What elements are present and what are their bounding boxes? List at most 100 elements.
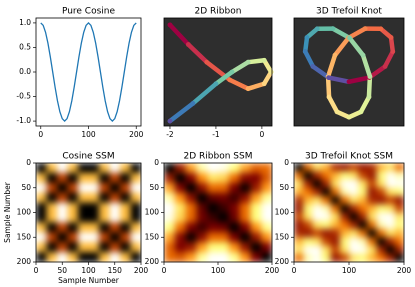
heatmap-cell (228, 242, 241, 253)
curve-segment (325, 74, 332, 100)
heatmap-cell (174, 202, 187, 213)
heatmap-cell (385, 179, 396, 189)
heatmap-cell (185, 192, 197, 204)
heatmap-cell (36, 222, 47, 233)
heatmap-cell (67, 182, 79, 194)
curve-point (185, 42, 191, 47)
heatmap-cell (78, 212, 89, 223)
heatmap-cell (321, 237, 332, 246)
heatmap-cell (330, 163, 341, 172)
heatmap-cell (109, 192, 121, 204)
curve-segment (167, 101, 196, 124)
y-tick-label: 200 (17, 257, 32, 266)
heatmap-cell (239, 163, 251, 174)
x-tick-label: 100 (81, 130, 96, 139)
heatmap-cell (385, 171, 396, 180)
heatmap-cell (312, 196, 322, 205)
heatmap-cell (67, 192, 79, 204)
heatmap-cell (250, 222, 262, 233)
heatmap-cell (207, 192, 219, 204)
heatmap-cell (349, 229, 359, 238)
y-tick-label: 50 (21, 183, 31, 192)
curve-segment (190, 81, 219, 106)
curve-point (346, 79, 352, 85)
curve-point (367, 74, 373, 79)
curve-point (358, 109, 364, 115)
x-tick-label: 200 (397, 266, 412, 275)
curve-segment (325, 52, 338, 79)
heatmap-cell (250, 232, 262, 243)
heatmap-cell (330, 196, 341, 205)
curve-segment (382, 49, 396, 69)
heatmap-cell (46, 202, 58, 213)
y-axis-label: Sample Number (3, 181, 12, 243)
heatmap-cell (367, 237, 377, 246)
heatmap-cell (349, 179, 359, 189)
heatmap-cell (250, 252, 262, 263)
heatmap-cell (164, 232, 176, 243)
heatmap-cell (358, 171, 368, 180)
heatmap-cell (385, 212, 396, 222)
curve-segment (245, 57, 267, 65)
heatmap-cell (367, 220, 377, 230)
heatmap-cell (312, 187, 322, 197)
heatmap-cell (261, 212, 273, 223)
heatmap-cell (164, 222, 176, 233)
curve-segment (229, 59, 251, 75)
heatmap-cell (239, 232, 251, 243)
curve-segment (347, 35, 366, 58)
heatmap-cell (196, 202, 208, 213)
heatmap-cell (57, 242, 68, 253)
heatmap-cell (385, 245, 396, 255)
heatmap (294, 163, 405, 263)
heatmap-cell (218, 252, 230, 263)
heatmap-cell (312, 179, 322, 189)
heatmap-cell (261, 172, 273, 184)
heatmap-cell (358, 204, 368, 213)
heatmap-cell (174, 212, 187, 223)
heatmap-cell (228, 182, 241, 194)
heatmap-cell (349, 253, 359, 263)
heatmap-cell (36, 212, 47, 223)
heatmap-cell (57, 222, 68, 233)
heatmap-cell (228, 202, 241, 213)
heatmap-cell (164, 192, 176, 204)
heatmap-cell (185, 222, 197, 233)
heatmap-cell (339, 229, 350, 238)
heatmap-cell (78, 182, 89, 194)
heatmap-cell (294, 171, 304, 180)
heatmap-cell (164, 212, 176, 223)
heatmap-cell (261, 192, 273, 204)
heatmap-cell (394, 187, 405, 197)
heatmap-cell (207, 212, 219, 223)
heatmap-cell (185, 172, 197, 184)
heatmap-cell (294, 220, 304, 230)
heatmap-cell (339, 212, 350, 222)
heatmap-cell (109, 242, 121, 253)
heatmap-cell (164, 202, 176, 213)
heatmap-cell (207, 242, 219, 253)
curve-segment (227, 77, 251, 91)
heatmap-cell (218, 212, 230, 223)
heatmap-cell (312, 229, 322, 238)
heatmap-cell (294, 253, 304, 263)
heatmap-cell (218, 163, 230, 174)
heatmap-cell (261, 202, 273, 213)
curve-point (167, 22, 173, 28)
curve-segment (245, 81, 267, 91)
heatmap-cell (385, 229, 396, 238)
heatmap-cell (67, 222, 79, 233)
heatmap-cell (185, 252, 197, 263)
heatmap-cell (228, 232, 241, 243)
curve-point (268, 69, 274, 75)
heatmap-cell (130, 202, 142, 213)
heatmap-cell (394, 171, 405, 180)
plot-frame (35, 17, 142, 127)
heatmap-cell (88, 212, 100, 223)
heatmap-cell (349, 204, 359, 213)
curve-point (204, 59, 210, 65)
heatmap-cell (339, 171, 350, 180)
heatmap-cell (120, 222, 131, 233)
heatmap-cell (218, 202, 230, 213)
heatmap-cell (57, 163, 68, 174)
